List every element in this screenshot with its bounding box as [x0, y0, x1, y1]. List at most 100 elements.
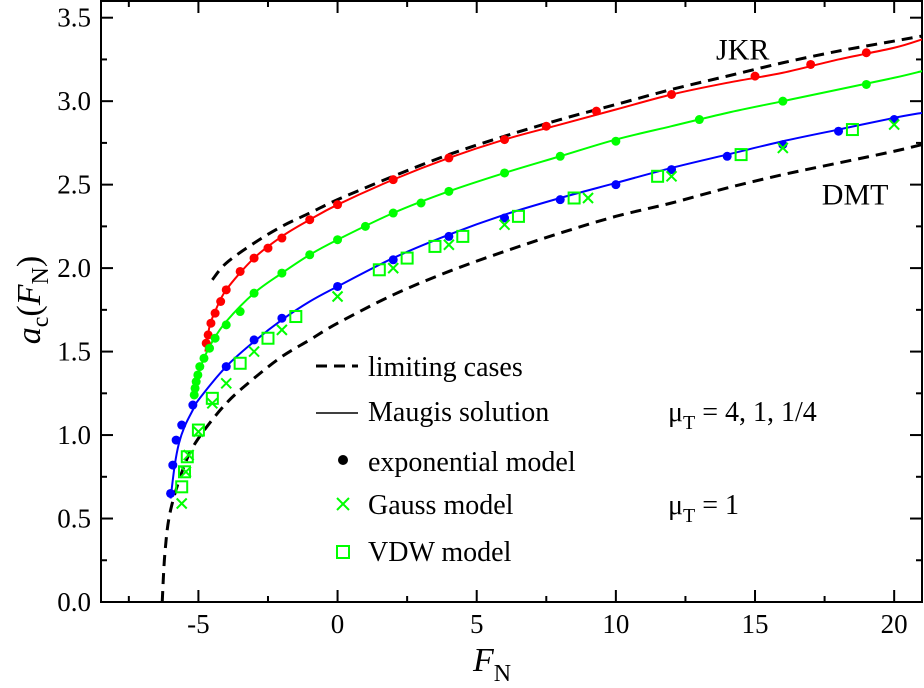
x-axis-label: FN	[472, 642, 511, 687]
gauss-point	[331, 290, 344, 303]
gauss-point	[665, 170, 678, 182]
limiting-curves	[160, 34, 923, 603]
exponential-point-green	[555, 151, 565, 161]
exponential-point-green	[195, 362, 205, 372]
exponential-point-green	[444, 186, 454, 196]
y-axis-label-arg: F	[11, 283, 48, 306]
gauss-point	[220, 377, 232, 390]
exponential-point-blue	[333, 281, 343, 291]
legend-note-mu-all: μT = 4, 1, 1/4	[668, 397, 817, 434]
vdw-point	[428, 239, 442, 253]
vdw-point	[191, 423, 205, 437]
exponential-point-green	[611, 136, 621, 146]
exponential-point-red	[277, 233, 287, 243]
x-axis-label-main: F	[472, 642, 495, 679]
x-tick-label: 15	[742, 609, 769, 639]
exponential-point-red	[305, 215, 315, 225]
exponential-point-red	[444, 153, 454, 163]
y-tick-label: 3.5	[57, 3, 91, 33]
maugis-curve-blue	[169, 111, 923, 499]
exponential-point-green	[778, 96, 788, 106]
legend-note-mu-one: μT = 1	[668, 490, 739, 527]
y-tick-label: 0.5	[57, 504, 91, 534]
gauss-point	[443, 239, 455, 251]
exponential-point-red	[203, 330, 213, 340]
exponential-point-blue	[555, 195, 565, 205]
vdw-point	[233, 356, 247, 370]
exponential-point-red	[500, 135, 510, 145]
y-axis-label-open: (	[11, 305, 48, 316]
y-tick-label: 2.5	[57, 170, 91, 200]
vdw-point	[511, 209, 525, 223]
x-tick-label: -5	[187, 609, 210, 639]
exponential-point-red	[333, 200, 343, 210]
legend-swatch-dot	[338, 455, 348, 465]
exponential-point-green	[694, 115, 704, 125]
vdw-point	[456, 229, 470, 243]
exponential-point-blue	[444, 231, 454, 241]
exponential-point-green	[193, 370, 203, 380]
vdw-point	[289, 310, 303, 324]
exponential-point-green	[249, 288, 259, 298]
legend: limiting cases Maugis solution exponenti…	[316, 352, 817, 568]
exponential-point-green	[277, 268, 287, 278]
vdw-point	[205, 391, 219, 405]
gauss-point	[176, 497, 188, 510]
vdw-point	[180, 450, 194, 464]
vdw-point	[261, 331, 275, 345]
x-tick-label: 0	[331, 609, 345, 639]
exponential-point-green	[221, 320, 231, 330]
exponential-point-red	[206, 318, 216, 328]
axis-ticks	[101, 1, 922, 603]
gauss-point	[248, 345, 260, 358]
y-tick-label: 1.0	[57, 420, 91, 450]
exponential-point-red	[591, 106, 601, 116]
exponential-point-blue	[388, 255, 398, 265]
exponential-point-red	[210, 308, 220, 318]
vdw-point	[567, 191, 581, 205]
y-axis-label-close: )	[11, 256, 48, 267]
x-tick-label: 10	[602, 609, 629, 639]
y-tick-label: 0.0	[57, 587, 91, 617]
tick-labels: -5 0 5 10 15 20 0.0 0.5 1.0 1.5 2.0 2.5 3.0 3.5	[57, 3, 907, 639]
exponential-point-green	[861, 79, 871, 89]
gauss-point	[387, 262, 399, 274]
limiting-curve-jkr	[211, 34, 923, 281]
vdw-point	[651, 169, 665, 183]
y-axis-label-sub: c	[28, 317, 54, 328]
exponential-point-green	[388, 208, 398, 218]
exponential-point-blue	[500, 213, 510, 223]
vdw-point	[845, 123, 859, 137]
exponential-point-blue	[277, 313, 287, 323]
legend-swatch-cross	[336, 497, 350, 511]
exponential-point-blue	[834, 126, 844, 136]
exponential-point-green	[333, 235, 343, 245]
vdw-point	[372, 263, 386, 277]
exponential-point-green	[210, 333, 220, 343]
x-axis-label-sub: N	[494, 661, 511, 687]
legend-label-limiting: limiting cases	[368, 352, 523, 383]
exponential-point-green	[189, 390, 199, 400]
maugis-curve-red	[204, 38, 923, 352]
legend-label-vdw: VDW model	[368, 537, 512, 568]
exponential-point-green	[416, 198, 426, 208]
exponential-point-blue	[177, 420, 187, 430]
vdw-point	[175, 480, 189, 494]
exponential-point-red	[806, 59, 816, 69]
exponential-point-green	[205, 343, 215, 353]
x-tick-label: 5	[470, 609, 484, 639]
legend-label-gauss: Gauss model	[368, 490, 514, 521]
plot-frame	[100, 0, 923, 603]
gauss-point	[888, 118, 900, 131]
exponential-point-red	[388, 175, 398, 185]
gauss-point	[498, 218, 511, 231]
limiting-curve-dmt	[160, 143, 923, 603]
exponential-point-red	[235, 266, 245, 276]
exponential-point-red	[249, 253, 259, 263]
exponential-point-red	[216, 297, 226, 306]
y-axis-label-main: a	[11, 327, 48, 344]
y-axis-label: ac(FN)	[11, 256, 54, 344]
annotation-jkr: JKR	[716, 33, 769, 66]
